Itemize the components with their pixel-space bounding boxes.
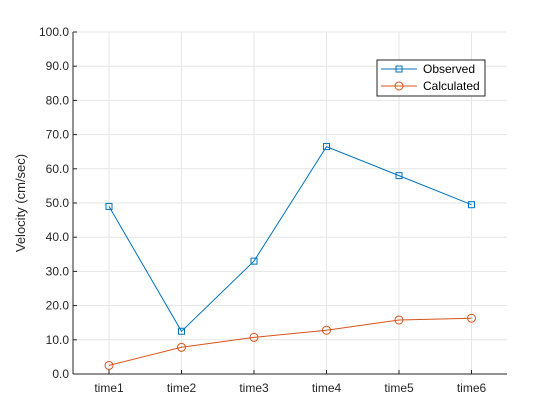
x-tick-label: time6 [457, 381, 487, 395]
y-tick-label: 50.0 [46, 196, 70, 210]
data-point-calculated [104, 360, 114, 370]
x-tick-label: time5 [384, 381, 414, 395]
x-tick-label: time2 [167, 381, 197, 395]
legend-item-observed: Observed [381, 62, 475, 76]
x-tick-label: time4 [312, 381, 342, 395]
data-point-calculated [322, 325, 331, 335]
data-point-observed [250, 257, 258, 265]
legend-marker-calculated [394, 81, 404, 91]
y-tick-label: 40.0 [46, 230, 70, 244]
data-point-observed [323, 143, 330, 151]
series-line-observed [108, 145, 472, 333]
series-calculated [104, 313, 476, 370]
legend: Observed Calculated [376, 59, 486, 97]
data-point-observed [395, 172, 403, 180]
data-point-observed [105, 202, 113, 210]
legend-item-calculated: Calculated [381, 79, 480, 93]
y-tick-label: 30.0 [46, 264, 70, 278]
data-point-calculated [467, 313, 476, 323]
legend-label-observed: Observed [423, 62, 475, 76]
series-observed [105, 143, 475, 335]
x-tick-label: time3 [239, 381, 269, 395]
y-tick-label: 0.0 [52, 367, 69, 381]
y-tick-label: 20.0 [46, 299, 70, 313]
x-tick-label: time1 [94, 381, 124, 395]
data-point-observed [468, 201, 475, 209]
data-point-observed [178, 327, 185, 335]
y-tick-label: 100.0 [39, 25, 69, 39]
axes: 0.0 10.0 20.0 30.0 40.0 50.0 60.0 70.0 80.0 90.0 1… [39, 25, 507, 395]
y-tick-label: 90.0 [46, 59, 70, 73]
legend-label-calculated: Calculated [423, 79, 480, 93]
data-point-calculated [177, 342, 186, 352]
series-line-calculated [108, 317, 472, 366]
legend-marker-observed [395, 65, 403, 73]
y-axis-label: Velocity (cm/sec) [13, 154, 28, 252]
legend-box [376, 59, 486, 97]
series-layer [104, 143, 476, 370]
data-point-calculated [394, 315, 404, 325]
y-tick-label: 10.0 [46, 333, 70, 347]
y-tick-label: 80.0 [46, 93, 70, 107]
y-tick-label: 60.0 [46, 162, 70, 176]
data-point-calculated [249, 332, 259, 342]
y-tick-label: 70.0 [46, 128, 70, 142]
